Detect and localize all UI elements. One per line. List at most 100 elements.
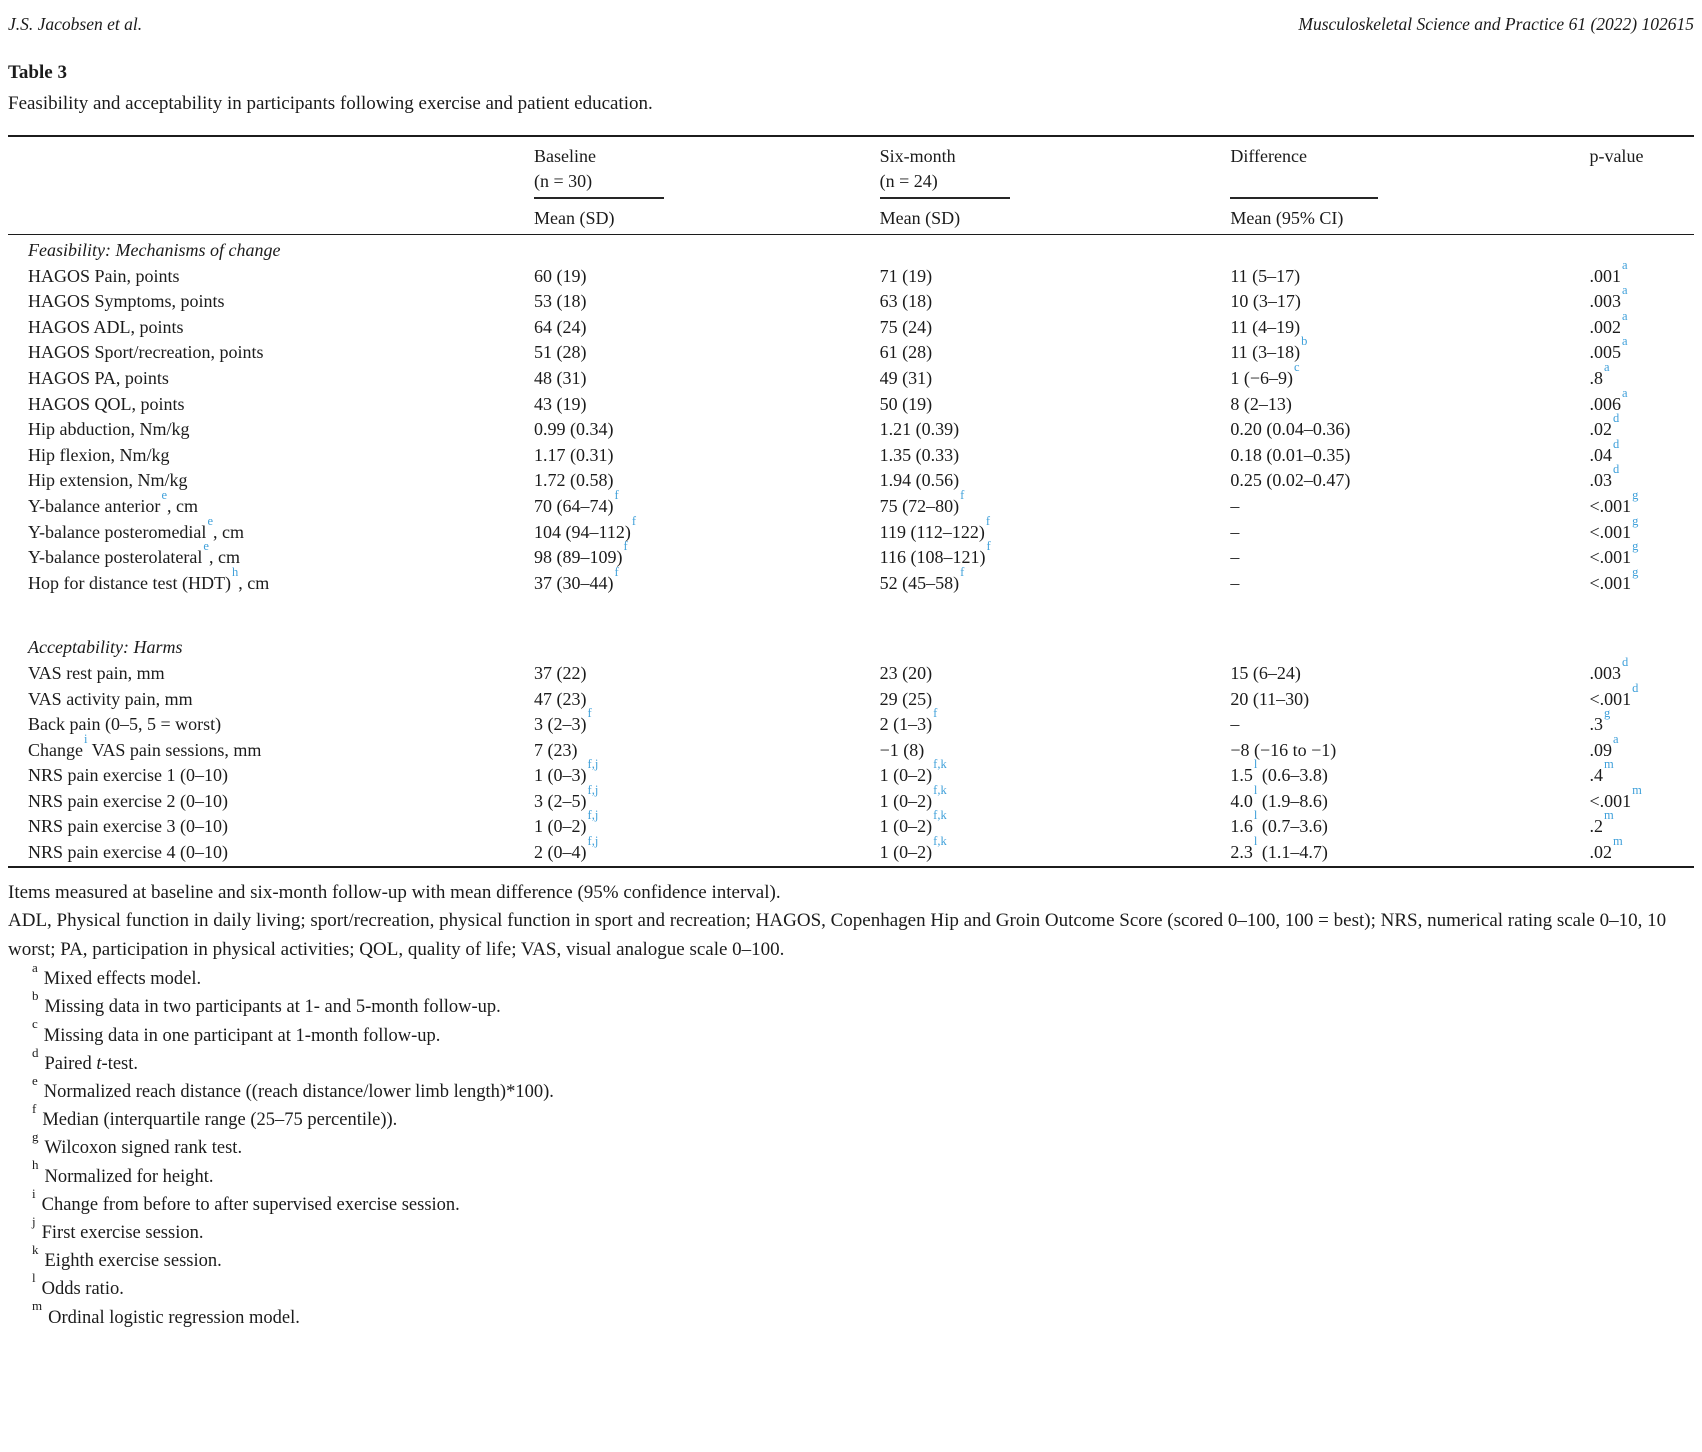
table-row: Changei VAS pain sessions, mm 7 (23) −1 (8… [8, 731, 1694, 764]
footnote-text: Odds ratio. [41, 1279, 124, 1300]
section-heading: Feasibility: Mechanisms of change [28, 240, 281, 260]
footnote-text: Missing data in one participant at 1-mon… [43, 1025, 441, 1046]
table-row: HAGOS PA, points 48 (31) 49 (31) 1 (−6–9)c.… [8, 359, 1694, 392]
footnote: g Wilcoxon signed rank test. [8, 1130, 1694, 1162]
row-label: VAS rest pain, mm [28, 662, 165, 683]
table-row: NRS pain exercise 3 (0–10) 1 (0–2)f,j 1 (0… [8, 808, 1694, 840]
running-author: J.S. Jacobsen et al. [8, 14, 143, 34]
header-baseline-n: (n = 30) [534, 171, 593, 191]
footnote-text: Mixed effects model. [43, 969, 202, 990]
footnote: h Normalized for height. [8, 1158, 1694, 1191]
row-label: VAS activity pain, mm [28, 688, 193, 709]
header-baseline-cell: Baseline (n = 30) Mean (SD) [534, 136, 880, 235]
footnote-text: Change from before to after supervised e… [41, 1194, 460, 1215]
cell-difference: – [1230, 572, 1240, 593]
cell-six-month: 1.94 (0.56) [879, 470, 960, 491]
header-six-month-stat: Mean (SD) [879, 208, 961, 228]
table-row: Y-balance posteromediale, cm 104 (94–112)… [8, 513, 1694, 546]
cell-p-value: .03d [1589, 462, 1620, 491]
footnote-marker: g [32, 1129, 39, 1145]
cell-baseline: 98 (89–109)f [534, 539, 628, 568]
cell-difference: – [1230, 547, 1240, 568]
running-journal: Musculoskeletal Science and Practice 61 … [1298, 14, 1694, 34]
table-row: NRS pain exercise 1 (0–10) 1 (0–3)f,j 1 (0… [8, 757, 1694, 789]
row-label: NRS pain exercise 2 (0–10) [28, 790, 228, 811]
cell-six-month: 71 (19) [879, 265, 933, 286]
cell-baseline: 3 (2–5)f,j [534, 782, 599, 811]
cell-difference: 0.25 (0.02–0.47) [1230, 470, 1351, 491]
cell-p-value: .001a [1589, 257, 1628, 286]
row-label: Y-balance posterolaterale, cm [28, 539, 240, 568]
table-body: Feasibility: Mechanisms of change HAGOS P… [8, 235, 1694, 867]
cell-baseline: 104 (94–112)f [534, 513, 637, 542]
row-label: Changei VAS pain sessions, mm [28, 731, 262, 760]
footnote-marker: f [32, 1101, 37, 1117]
cell-p-value: .02d [1589, 411, 1620, 440]
table-caption: Feasibility and acceptability in partici… [8, 93, 653, 114]
cell-six-month: 1 (0–2)f,k [879, 808, 947, 837]
cell-difference: 1.6l (0.7–3.6) [1230, 808, 1328, 837]
general-notes: Items measured at baseline and six-month… [8, 879, 1694, 965]
section-heading-row: Feasibility: Mechanisms of change [8, 235, 1694, 264]
cell-six-month: 63 (18) [879, 291, 933, 312]
section-heading-row: Acceptability: Harms [8, 635, 1694, 661]
footnote-text: Missing data in two participants at 1- a… [44, 997, 501, 1018]
cell-p-value: .003a [1589, 283, 1628, 312]
cell-difference: 4.0l (1.9–8.6) [1230, 782, 1328, 811]
table-header-row: Baseline (n = 30) Mean (SD) Six-month (n… [8, 136, 1694, 235]
cell-p-value: .2m [1589, 808, 1614, 837]
footnote-text: Median (interquartile range (25–75 perce… [42, 1110, 398, 1131]
row-label: Hip extension, Nm/kg [28, 470, 188, 491]
cell-p-value: .3g [1589, 706, 1611, 735]
note-measurement: Items measured at baseline and six-month… [8, 881, 781, 903]
cell-difference: – [1230, 714, 1240, 735]
row-label: Y-balance anteriore, cm [28, 487, 198, 516]
footnote: k Eighth exercise session. [8, 1243, 1694, 1275]
cell-baseline: 0.99 (0.34) [534, 419, 614, 440]
cell-baseline: 37 (30–44)f [534, 564, 619, 593]
footnote-marker: a [32, 960, 38, 975]
cell-baseline: 60 (19) [534, 265, 587, 286]
header-baseline-stat: Mean (SD) [534, 208, 615, 228]
header-baseline-title: Baseline [534, 146, 597, 166]
footnote: j First exercise session. [8, 1215, 1694, 1247]
table-label: Table 3 [8, 62, 67, 83]
table-row: VAS activity pain, mm 47 (23) 29 (25) 20 (1… [8, 680, 1694, 713]
table-row: HAGOS QOL, points 43 (19) 50 (19) 8 (2–13).… [8, 386, 1694, 418]
cell-p-value: .002a [1589, 308, 1628, 337]
cell-baseline: 47 (23) [534, 688, 587, 709]
header-difference-title: Difference [1230, 146, 1307, 166]
footnote: f Median (interquartile range (25–75 perc… [8, 1102, 1694, 1134]
cell-six-month: 50 (19) [879, 393, 933, 414]
cell-p-value: <.001d [1589, 680, 1639, 709]
footnote-marker: l [32, 1270, 36, 1286]
footnote-text: Normalized reach distance ((reach distan… [43, 1081, 554, 1102]
row-label: NRS pain exercise 4 (0–10) [28, 842, 228, 863]
table-row: Y-balance posterolaterale, cm 98 (89–109)… [8, 539, 1694, 571]
footnote: e Normalized reach distance ((reach dista… [8, 1074, 1694, 1106]
cell-six-month: −1 (8) [879, 739, 925, 760]
row-label: HAGOS ADL, points [28, 316, 184, 337]
footnote: i Change from before to after supervised … [8, 1187, 1694, 1219]
cell-difference: 1 (−6–9)c [1230, 359, 1300, 388]
row-label: HAGOS QOL, points [28, 393, 185, 414]
table-row: VAS rest pain, mm 37 (22) 23 (20) 15 (6–24)… [8, 654, 1694, 687]
footnote-text: Normalized for height. [44, 1166, 214, 1187]
header-difference-cell: Difference Mean (95% CI) [1230, 136, 1589, 235]
table-row: Hip abduction, Nm/kg 0.99 (0.34) 1.21 (0.3… [8, 411, 1694, 443]
cell-p-value: <.001g [1589, 487, 1639, 516]
cell-baseline: 1 (0–3)f,j [534, 757, 599, 786]
header-p-value-cell: p-value [1589, 136, 1694, 235]
cell-baseline: 1 (0–2)f,j [534, 808, 599, 837]
cell-six-month: 1 (0–2)f,k [879, 782, 947, 811]
cell-p-value: .003d [1589, 654, 1629, 683]
cell-p-value: <.001g [1589, 513, 1639, 542]
footnote: c Missing data in one participant at 1-mo… [8, 1017, 1694, 1050]
cell-p-value: .02m [1589, 834, 1623, 863]
cell-difference: 11 (4–19) [1230, 316, 1301, 337]
cell-p-value: .04d [1589, 436, 1620, 465]
footnote-marker: i [32, 1185, 36, 1201]
footnote-text: Paired t-test. [44, 1053, 139, 1074]
row-label: NRS pain exercise 3 (0–10) [28, 816, 228, 837]
footnote-text: Ordinal logistic regression model. [48, 1307, 300, 1328]
